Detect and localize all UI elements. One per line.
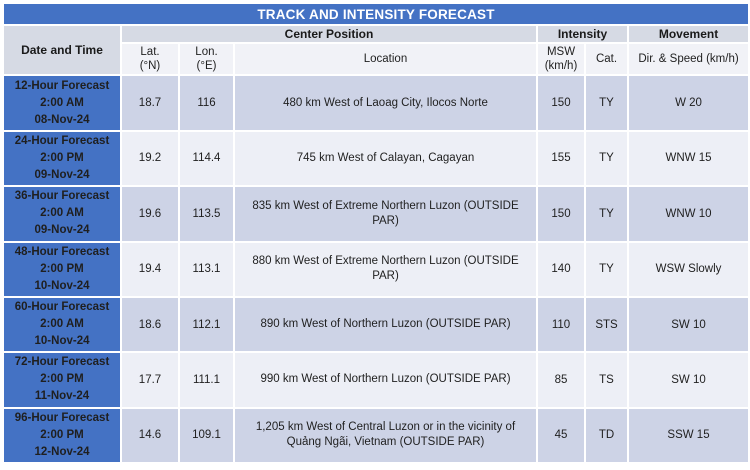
latitude-unit: (°N) xyxy=(139,60,161,73)
forecast-datetime-cell: 12-Hour Forecast 2:00 AM 08-Nov-24 xyxy=(2,74,122,132)
msw-value: 85 xyxy=(536,351,586,409)
table-title: TRACK AND INTENSITY FORECAST xyxy=(1,1,750,27)
movement-value: WNW 10 xyxy=(626,185,750,243)
category-value: TD xyxy=(584,406,629,465)
latitude-label: Lat. xyxy=(140,46,160,59)
category-value: TY xyxy=(584,74,629,132)
column-header-date-time: Date and Time xyxy=(2,24,122,77)
movement-value: SW 10 xyxy=(626,295,750,354)
column-header-category: Cat. xyxy=(584,42,629,77)
table-row: 24-Hour Forecast 2:00 PM 09-Nov-24 19.2 … xyxy=(2,129,750,188)
category-value: STS xyxy=(584,295,629,354)
category-value: TY xyxy=(584,240,629,298)
lon-value: 114.4 xyxy=(178,129,235,188)
location-value: 890 km West of Northern Luzon (OUTSIDE P… xyxy=(233,295,538,354)
column-header-intensity: Intensity xyxy=(536,24,629,45)
forecast-period: 24-Hour Forecast xyxy=(14,134,110,147)
column-header-latitude: Lat. (°N) xyxy=(120,42,180,77)
forecast-datetime-cell: 60-Hour Forecast 2:00 AM 10-Nov-24 xyxy=(2,295,122,354)
forecast-period: 12-Hour Forecast xyxy=(14,79,110,92)
msw-value: 110 xyxy=(536,295,586,354)
lon-value: 116 xyxy=(178,74,235,132)
lat-value: 19.4 xyxy=(120,240,180,298)
location-value: 835 km West of Extreme Northern Luzon (O… xyxy=(233,185,538,243)
table-row: 72-Hour Forecast 2:00 PM 11-Nov-24 17.7 … xyxy=(2,351,750,409)
forecast-date: 11-Nov-24 xyxy=(34,390,90,403)
category-value: TY xyxy=(584,129,629,188)
msw-value: 155 xyxy=(536,129,586,188)
movement-value: SW 10 xyxy=(626,351,750,409)
forecast-date: 10-Nov-24 xyxy=(34,279,90,292)
lat-value: 19.2 xyxy=(120,129,180,188)
forecast-time: 2:00 PM xyxy=(40,373,84,386)
lon-value: 109.1 xyxy=(178,406,235,465)
forecast-datetime-cell: 24-Hour Forecast 2:00 PM 09-Nov-24 xyxy=(2,129,122,188)
lat-value: 19.6 xyxy=(120,185,180,243)
forecast-datetime-cell: 36-Hour Forecast 2:00 AM 09-Nov-24 xyxy=(2,185,122,243)
movement-value: SSW 15 xyxy=(626,406,750,465)
forecast-datetime-cell: 96-Hour Forecast 2:00 PM 12-Nov-24 xyxy=(2,406,122,465)
column-header-longitude: Lon. (°E) xyxy=(178,42,235,77)
msw-value: 150 xyxy=(536,74,586,132)
table-row: 60-Hour Forecast 2:00 AM 10-Nov-24 18.6 … xyxy=(2,295,750,354)
group-header-row: Date and Time Center Position Intensity … xyxy=(2,24,750,77)
lat-value: 18.7 xyxy=(120,74,180,132)
column-header-dir-speed: Dir. & Speed (km/h) xyxy=(626,42,750,77)
column-header-movement: Movement xyxy=(626,24,750,45)
lat-value: 17.7 xyxy=(120,351,180,409)
forecast-time: 2:00 AM xyxy=(40,96,84,109)
forecast-time: 2:00 AM xyxy=(40,207,84,220)
msw-unit: (km/h) xyxy=(544,60,578,73)
movement-value: WNW 15 xyxy=(626,129,750,188)
forecast-time: 2:00 AM xyxy=(40,318,84,331)
lon-value: 113.1 xyxy=(178,240,235,298)
table-row: 96-Hour Forecast 2:00 PM 12-Nov-24 14.6 … xyxy=(2,406,750,465)
msw-value: 150 xyxy=(536,185,586,243)
forecast-datetime-cell: 72-Hour Forecast 2:00 PM 11-Nov-24 xyxy=(2,351,122,409)
forecast-period: 60-Hour Forecast xyxy=(14,301,110,314)
location-value: 745 km West of Calayan, Cagayan xyxy=(233,129,538,188)
column-header-location: Location xyxy=(233,42,538,77)
msw-value: 45 xyxy=(536,406,586,465)
forecast-date: 12-Nov-24 xyxy=(34,445,90,458)
column-header-center-position: Center Position xyxy=(120,24,538,45)
forecast-datetime-cell: 48-Hour Forecast 2:00 PM 10-Nov-24 xyxy=(2,240,122,298)
forecast-time: 2:00 PM xyxy=(40,151,84,164)
movement-value: W 20 xyxy=(626,74,750,132)
forecast-date: 10-Nov-24 xyxy=(34,335,90,348)
forecast-date: 08-Nov-24 xyxy=(34,113,90,126)
lon-value: 112.1 xyxy=(178,295,235,354)
lon-value: 113.5 xyxy=(178,185,235,243)
lon-value: 111.1 xyxy=(178,351,235,409)
table-row: 36-Hour Forecast 2:00 AM 09-Nov-24 19.6 … xyxy=(2,185,750,243)
forecast-period: 48-Hour Forecast xyxy=(14,245,110,258)
lat-value: 18.6 xyxy=(120,295,180,354)
msw-value: 140 xyxy=(536,240,586,298)
forecast-period: 96-Hour Forecast xyxy=(14,411,110,424)
category-value: TS xyxy=(584,351,629,409)
longitude-label: Lon. xyxy=(195,46,218,59)
forecast-period: 36-Hour Forecast xyxy=(14,190,110,203)
msw-label: MSW xyxy=(546,46,576,59)
table-title-row: TRACK AND INTENSITY FORECAST xyxy=(1,1,750,27)
forecast-date: 09-Nov-24 xyxy=(34,168,90,181)
forecast-time: 2:00 PM xyxy=(40,428,84,441)
forecast-date: 09-Nov-24 xyxy=(34,224,90,237)
movement-value: WSW Slowly xyxy=(626,240,750,298)
table-row: 12-Hour Forecast 2:00 AM 08-Nov-24 18.7 … xyxy=(2,74,750,132)
location-value: 880 km West of Extreme Northern Luzon (O… xyxy=(233,240,538,298)
location-value: 990 km West of Northern Luzon (OUTSIDE P… xyxy=(233,351,538,409)
forecast-time: 2:00 PM xyxy=(40,262,84,275)
category-value: TY xyxy=(584,185,629,243)
column-header-msw: MSW (km/h) xyxy=(536,42,586,77)
longitude-unit: (°E) xyxy=(196,60,217,73)
location-value: 1,205 km West of Central Luzon or in the… xyxy=(233,406,538,465)
table-row: 48-Hour Forecast 2:00 PM 10-Nov-24 19.4 … xyxy=(2,240,750,298)
location-value: 480 km West of Laoag City, Ilocos Norte xyxy=(233,74,538,132)
sub-header-row: Lat. (°N) Lon. (°E) Location MSW (km/h) … xyxy=(3,42,750,77)
forecast-period: 72-Hour Forecast xyxy=(14,356,110,369)
lat-value: 14.6 xyxy=(120,406,180,465)
